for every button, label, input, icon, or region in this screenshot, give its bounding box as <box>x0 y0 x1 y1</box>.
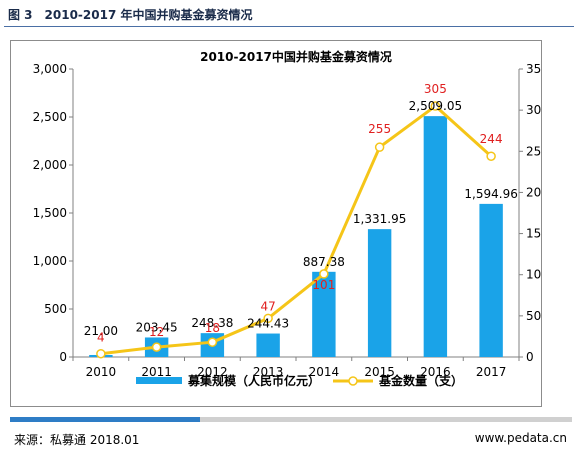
line-value-label: 255 <box>368 122 391 136</box>
x-tick-label: 2012 <box>197 365 228 379</box>
y-left-tick-label: 500 <box>44 302 67 316</box>
figure-title: 图 3 2010-2017 年中国并购基金募资情况 <box>8 6 265 23</box>
bar <box>479 203 503 357</box>
line-value-label: 47 <box>260 299 275 313</box>
bar <box>256 333 280 357</box>
legend-bar-label: 募集规模（人民币亿元） <box>187 373 320 388</box>
y-left-tick-label: 1,500 <box>33 206 67 220</box>
legend-line-marker <box>348 376 358 386</box>
footer-divider <box>10 417 572 422</box>
line-value-label: 244 <box>480 132 503 146</box>
x-tick-label: 2016 <box>420 365 451 379</box>
figure-title-text: 2010-2017 年中国并购基金募资情况 <box>44 8 253 22</box>
y-right-tick-label: 100 <box>526 268 541 282</box>
y-right-tick-label: 200 <box>526 185 541 199</box>
x-tick-label: 2011 <box>141 365 172 379</box>
y-left-tick-label: 1,000 <box>33 254 67 268</box>
source-note: 来源：私募通 2018.01 <box>14 433 140 447</box>
footer-divider-accent <box>10 417 200 422</box>
title-divider <box>4 26 574 27</box>
y-left-tick-label: 2,500 <box>33 110 67 124</box>
line-value-label: 101 <box>312 278 335 292</box>
bar-value-label: 21.00 <box>84 324 118 338</box>
fundraising-chart: 2010-2017中国并购基金募资情况05001,0001,5002,0002,… <box>33 49 541 388</box>
line-point <box>207 337 218 347</box>
x-tick-label: 2017 <box>476 365 507 379</box>
chart-frame: 2010-2017中国并购基金募资情况 0 500 1,000 1,500 2,000 2,… <box>10 40 542 407</box>
bar-value-label: 244.43 <box>247 317 289 331</box>
bar-value-label: 887.38 <box>303 255 345 269</box>
y-left-tick-label: 3,000 <box>33 62 67 76</box>
x-tick-label: 2013 <box>253 365 284 379</box>
y-right-tick-label: 150 <box>526 227 541 241</box>
y-right-tick-label: 0 <box>526 350 534 364</box>
bar <box>367 229 392 357</box>
legend-bar-swatch <box>136 377 182 384</box>
x-tick-label: 2014 <box>309 365 340 379</box>
y-left-tick-label: 0 <box>59 350 67 364</box>
bar <box>423 116 448 358</box>
line-point <box>430 101 441 111</box>
bar-value-label: 1,331.95 <box>353 212 406 226</box>
x-tick-label: 2015 <box>364 365 395 379</box>
line-value-label: 4 <box>97 331 105 345</box>
line-point <box>319 269 329 279</box>
figure-label: 图 3 <box>8 8 33 22</box>
line-point <box>374 142 385 152</box>
y-right-tick-label: 250 <box>526 144 541 158</box>
site-url[interactable]: www.pedata.cn <box>474 431 567 445</box>
line-point <box>263 313 273 324</box>
legend-line-label: 基金数量（支） <box>378 373 463 388</box>
line-point <box>486 151 496 161</box>
line-value-label: 305 <box>424 82 447 96</box>
bar-value-label: 248.38 <box>191 316 233 330</box>
bar <box>312 271 336 357</box>
y-right-tick-label: 50 <box>526 309 541 323</box>
line-point <box>96 348 106 359</box>
line-series <box>100 104 493 356</box>
bar-value-label: 2,509.05 <box>409 99 462 113</box>
line-point <box>151 342 162 352</box>
x-tick-label: 2010 <box>86 365 117 379</box>
y-right-tick-label: 300 <box>526 103 541 117</box>
line-value-label: 18 <box>205 321 220 335</box>
line-value-label: 12 <box>149 325 164 339</box>
bar-value-label: 1,594.96 <box>464 187 517 201</box>
chart-title: 2010-2017中国并购基金募资情况 <box>200 49 392 64</box>
bar-value-label: 203.45 <box>136 320 178 334</box>
y-right-tick-label: 350 <box>526 62 541 76</box>
y-left-tick-label: 2,000 <box>33 158 67 172</box>
